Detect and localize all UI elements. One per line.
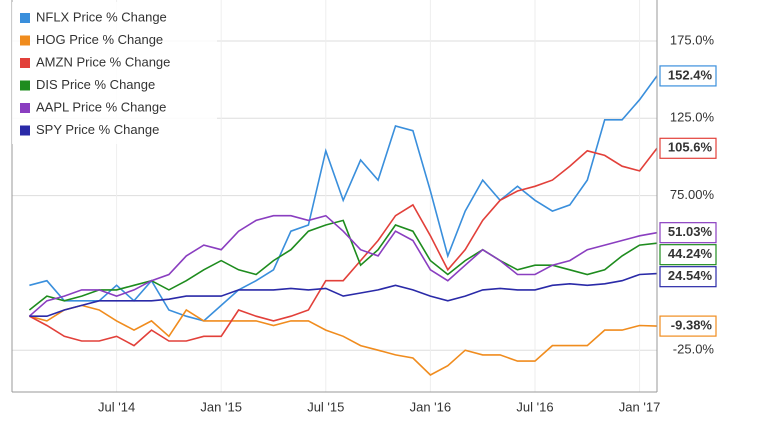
end-label: -9.38%: [671, 318, 713, 333]
end-label-box: [659, 222, 717, 244]
end-label-box: [659, 65, 717, 87]
legend-swatch: [20, 80, 30, 91]
end-label-box: [659, 266, 717, 288]
x-tick-label: Jul '16: [516, 399, 553, 414]
legend-label: AMZN Price % Change: [36, 54, 170, 69]
x-tick-label: Jan '16: [410, 399, 452, 414]
legend-swatch: [20, 13, 30, 23]
end-label-box: [659, 137, 717, 159]
series-line: [28, 214, 658, 317]
legend-box: [12, 2, 217, 144]
x-tick-label: Jan '15: [200, 399, 242, 414]
legend-swatch: [20, 58, 30, 68]
labels: -25.0% 75.00% 125.0% 175.0% Jul '14 Jan '15 Ju…: [98, 32, 717, 414]
end-label: 105.6%: [668, 140, 713, 155]
end-label: 152.4%: [668, 67, 713, 82]
series-line: [29, 304, 658, 376]
legend-label: NFLX Price % Change: [36, 9, 167, 24]
end-label: 44.24%: [668, 246, 713, 261]
y-tick-label: 175.0%: [670, 32, 715, 47]
x-tick-label: Jul '15: [307, 399, 344, 414]
lines: [28, 75, 658, 376]
end-label: 24.54%: [668, 268, 713, 283]
y-tick-label: -25.0%: [673, 342, 715, 357]
legend: NFLX Price % Change HOG Price % Change AMZ…: [20, 9, 170, 137]
end-label-box: [659, 315, 717, 337]
x-tick-label: Jul '14: [98, 399, 135, 414]
legend-label: SPY Price % Change: [36, 122, 159, 137]
y-tick-label: 75.00%: [670, 187, 715, 202]
legend-label: DIS Price % Change: [36, 77, 155, 92]
legend-swatch: [20, 103, 30, 113]
y-tick-label: 125.0%: [670, 110, 715, 125]
series-line: [29, 272, 658, 317]
series-line: [29, 147, 658, 347]
end-label: 51.03%: [668, 224, 713, 239]
legend-label: HOG Price % Change: [36, 32, 163, 47]
legend-label: AAPL Price % Change: [36, 99, 166, 114]
end-label-box: [659, 244, 717, 266]
legend-swatch: [20, 125, 30, 136]
x-tick-label: Jan '17: [619, 399, 661, 414]
legend-swatch: [20, 35, 30, 46]
